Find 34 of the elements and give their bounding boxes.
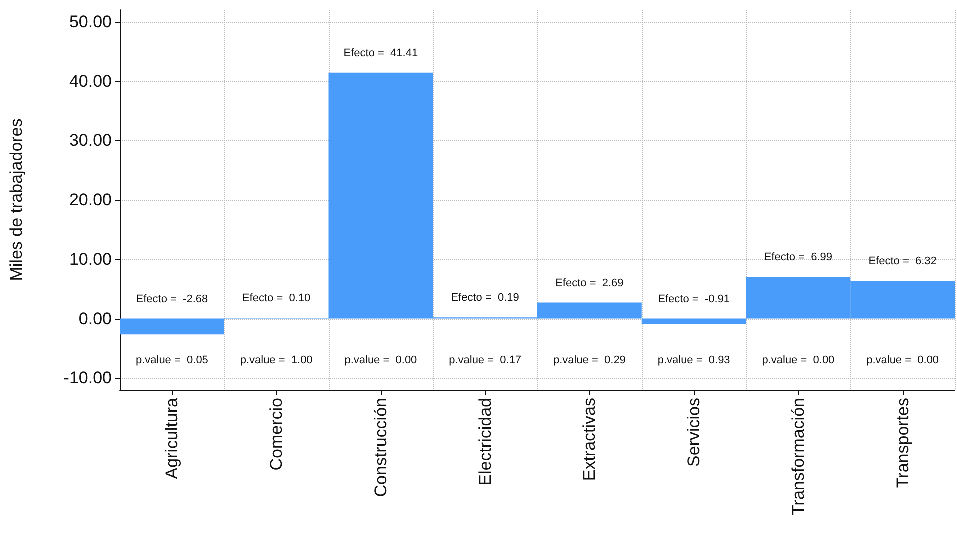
data-label: Efecto = 6.99 — [764, 252, 833, 264]
bar — [642, 318, 746, 324]
x-tick-label: Transportes — [893, 398, 912, 488]
y-tick-label: 40.00 — [69, 72, 112, 91]
annotation: p.value = 0.05 — [136, 354, 208, 366]
x-tick-label: Servicios — [684, 398, 704, 467]
annotation: p.value = 0.93 — [658, 354, 730, 366]
annotation: p.value = 0.00 — [762, 354, 835, 366]
y-tick-label: 30.00 — [69, 131, 112, 150]
data-label: Efecto = 41.41 — [344, 47, 418, 60]
annotation: p.value = 0.29 — [553, 354, 626, 366]
annotation: p.value = 0.17 — [449, 354, 522, 366]
y-tick-label: -10.00 — [64, 368, 112, 388]
data-label: Efecto = -0.91 — [658, 293, 730, 306]
x-tick-label: Extractivas — [580, 398, 600, 482]
y-axis-title: Miles de trabajadores — [7, 118, 26, 282]
bar — [120, 318, 224, 335]
data-label: Efecto = 2.69 — [556, 277, 624, 290]
y-tick-label: 10.00 — [69, 250, 112, 269]
y-tick-label: 50.00 — [69, 12, 112, 32]
data-label: Efecto = -2.68 — [136, 293, 208, 306]
data-label: Efecto = 0.10 — [242, 292, 311, 305]
y-tick-label: 20.00 — [69, 190, 112, 210]
x-tick-label: Agricultura — [162, 397, 182, 480]
x-tick-label: Transformación — [788, 398, 808, 516]
data-label: Efecto = 6.32 — [868, 256, 937, 268]
data-label: Efecto = 0.19 — [451, 292, 520, 304]
y-tick-label: 0.00 — [78, 309, 112, 328]
annotation: p.value = 1.00 — [240, 354, 313, 366]
annotation: p.value = 0.00 — [344, 354, 418, 366]
x-tick-label: Electricidad — [476, 398, 495, 486]
x-tick-label: Construcción — [371, 398, 390, 498]
x-tick-label: Comercio — [267, 398, 286, 471]
annotation: p.value = 0.00 — [866, 354, 940, 366]
